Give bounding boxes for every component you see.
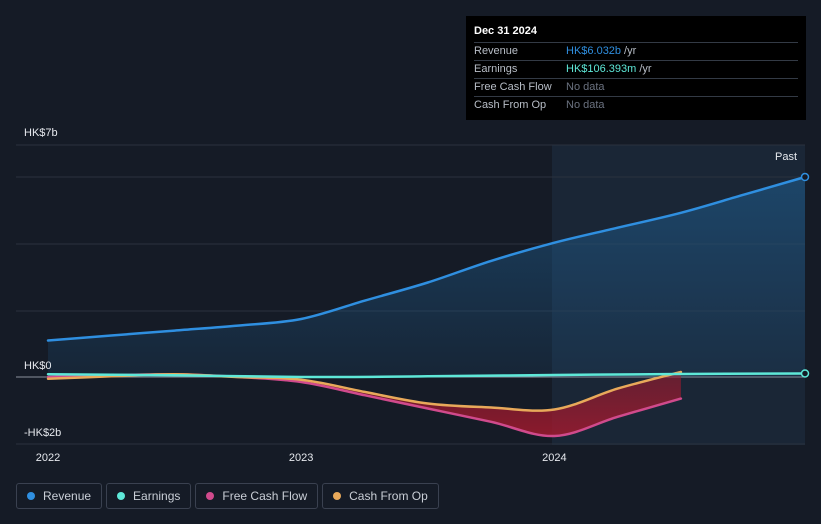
tooltip-row-cfo: Cash From Op No data xyxy=(474,96,798,114)
tooltip-value: No data xyxy=(566,99,605,111)
x-tick-label: 2022 xyxy=(36,452,60,464)
revenue-end-marker[interactable] xyxy=(800,172,810,182)
tooltip-label: Earnings xyxy=(474,63,518,75)
x-tick-label: 2023 xyxy=(289,452,313,464)
tooltip-label: Free Cash Flow xyxy=(474,81,552,93)
legend: Revenue Earnings Free Cash Flow Cash Fro… xyxy=(16,483,439,509)
free-cash-flow-dot-icon xyxy=(206,492,215,500)
revenue-dot-icon xyxy=(27,492,35,500)
tooltip-row-fcf: Free Cash Flow No data xyxy=(474,78,798,96)
tooltip-value: HK$106.393m/yr xyxy=(566,61,652,78)
y-tick-label: HK$0 xyxy=(24,360,52,372)
tooltip-value: No data xyxy=(566,81,605,93)
cash-flow-area xyxy=(48,372,681,437)
legend-item-free-cash-flow[interactable]: Free Cash Flow xyxy=(195,483,319,509)
tooltip: Dec 31 2024 Revenue HK$6.032b/yr Earning… xyxy=(466,16,806,120)
past-label: Past xyxy=(775,151,797,163)
legend-item-revenue[interactable]: Revenue xyxy=(16,483,103,509)
series-lines xyxy=(46,175,807,438)
tooltip-date: Dec 31 2024 xyxy=(474,25,537,37)
tooltip-value-number: HK$6.032b xyxy=(566,45,622,57)
legend-item-cash-from-op[interactable]: Cash From Op xyxy=(322,483,439,509)
earnings-line xyxy=(46,372,807,379)
cash-from-op-dot-icon xyxy=(333,492,342,500)
end-markers xyxy=(800,172,810,378)
tooltip-value-number: HK$106.393m xyxy=(566,63,637,75)
tooltip-unit: /yr xyxy=(639,63,652,75)
y-axis-ticks: HK$7b HK$0 -HK$2b xyxy=(24,127,61,439)
earnings-dot-icon xyxy=(117,492,126,500)
tooltip-label: Revenue xyxy=(474,45,519,57)
x-tick-label: 2024 xyxy=(542,452,566,464)
series-areas xyxy=(48,177,805,437)
tooltip-row-earnings: Earnings HK$106.393m/yr xyxy=(474,60,798,78)
earnings-end-marker[interactable] xyxy=(800,369,810,378)
tooltip-row-revenue: Revenue HK$6.032b/yr xyxy=(474,42,798,60)
tooltip-label: Cash From Op xyxy=(474,99,547,111)
legend-label: Revenue xyxy=(43,489,92,503)
legend-item-earnings[interactable]: Earnings xyxy=(106,483,192,509)
y-tick-label: -HK$2b xyxy=(24,427,61,439)
legend-label: Cash From Op xyxy=(349,489,428,503)
legend-label: Earnings xyxy=(133,489,181,503)
legend-label: Free Cash Flow xyxy=(222,489,308,503)
revenue-line xyxy=(46,175,807,342)
tooltip-value: HK$6.032b/yr xyxy=(566,43,636,60)
x-axis-ticks: 2022 2023 2024 xyxy=(36,452,567,464)
tooltip-unit: /yr xyxy=(624,45,637,57)
revenue-area xyxy=(48,177,805,377)
y-tick-label: HK$7b xyxy=(24,127,58,139)
